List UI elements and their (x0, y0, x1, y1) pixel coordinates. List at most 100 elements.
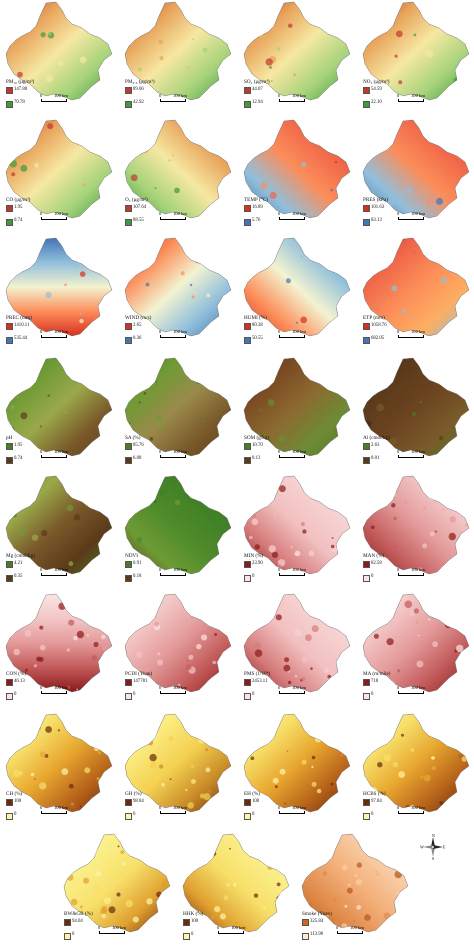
legend-low-swatch (363, 457, 370, 464)
province-map (5, 713, 113, 813)
map-legend (244, 799, 251, 820)
map-speckle (97, 723, 100, 726)
province-shape (243, 713, 351, 813)
map-speckle (168, 159, 171, 162)
map-legend (363, 799, 370, 820)
scale-zero-label: 0 (397, 567, 400, 572)
map-speckle (463, 623, 469, 630)
map-speckle (416, 660, 424, 668)
legend-min-value: 0 (371, 574, 374, 579)
map-speckle (253, 642, 261, 650)
legend-low-swatch (6, 457, 13, 464)
map-speckle (79, 56, 87, 64)
map-title: WIND (m/s) (125, 315, 152, 321)
map-speckle (313, 19, 321, 26)
legend-min-value: 70.78 (14, 100, 25, 105)
legend-low-swatch (125, 457, 132, 464)
map-speckle (66, 504, 74, 512)
province-shape (243, 475, 351, 575)
map-speckle (379, 37, 383, 41)
map-speckle (448, 532, 456, 541)
map-speckle (187, 66, 190, 69)
map-speckle (334, 921, 340, 926)
scale-bar: 0 100 km (397, 93, 437, 107)
map-speckle (294, 550, 301, 557)
map-speckle (354, 874, 358, 878)
map-speckle (187, 802, 194, 809)
map-speckle (130, 174, 138, 182)
legend-min-value: 0.18 (133, 574, 142, 579)
map-speckle (395, 643, 398, 646)
map-panel: SOM (g/kg) 10.70 0.13 0 100 km (238, 356, 356, 472)
map-title: Al (cmol/kg) (363, 435, 390, 441)
map-speckle (168, 735, 174, 741)
legend-low-swatch (125, 575, 132, 582)
legend-high-swatch (6, 205, 13, 212)
legend-high-swatch (244, 679, 251, 686)
map-speckle (391, 285, 398, 292)
map-speckle (374, 870, 378, 873)
map-speckle (373, 490, 381, 498)
map-speckle (41, 529, 48, 537)
scale-line (337, 931, 363, 934)
map-speckle (29, 324, 36, 331)
legend-low-swatch (6, 101, 13, 108)
map-speckle (221, 565, 223, 568)
legend-high-swatch (244, 443, 251, 450)
map-speckle (268, 399, 275, 406)
scale-distance-label: 100 km (173, 567, 187, 572)
province-map (5, 357, 113, 457)
map-speckle (47, 123, 54, 130)
map-panel: Mg (cmol/kg) 4.21 0.35 0 100 km (0, 474, 118, 590)
map-legend (125, 87, 132, 108)
map-panel: SA (%) 85.76 6.08 0 100 km (119, 356, 237, 472)
map-speckle (31, 534, 39, 541)
map-speckle (156, 778, 158, 780)
map-speckle (261, 399, 264, 402)
legend-max-value: 107.64 (133, 205, 147, 210)
map-speckle (250, 602, 254, 605)
map-speckle (153, 682, 156, 686)
map-speckle (136, 536, 143, 543)
map-speckle (310, 667, 313, 670)
map-speckle (294, 628, 302, 637)
map-speckle (159, 56, 164, 61)
scale-distance-label: 100 km (173, 93, 187, 98)
map-speckle (387, 922, 395, 930)
map-legend (302, 919, 309, 940)
map-speckle (323, 494, 327, 497)
map-title: PM₂.₅ (μg/m³) (125, 79, 155, 85)
scale-distance-label: 100 km (411, 329, 425, 334)
scale-distance-label: 100 km (173, 685, 187, 690)
province-shape (5, 713, 113, 813)
map-speckle (300, 255, 303, 258)
scale-distance-label: 100 km (350, 925, 364, 930)
map-speckle (334, 730, 342, 737)
map-speckle (259, 408, 263, 412)
scale-line (41, 573, 67, 576)
map-legend (6, 561, 13, 582)
map-speckle (218, 665, 227, 673)
map-speckle (147, 254, 150, 257)
legend-min-value: 6.08 (133, 456, 142, 461)
legend-max-value: 100 (14, 799, 22, 804)
map-speckle (45, 291, 52, 299)
map-speckle (459, 299, 465, 305)
map-speckle (432, 641, 438, 648)
map-speckle (420, 775, 424, 779)
legend-low-swatch (6, 693, 13, 700)
legend-max-value: 1.95 (14, 205, 23, 210)
map-speckle (45, 408, 48, 412)
map-panel: MAN (%) 82.58 0 0 100 km (357, 474, 474, 590)
map-speckle (18, 770, 24, 776)
province-shape (124, 713, 232, 813)
map-legend (183, 919, 190, 940)
map-speckle (12, 512, 17, 518)
map-speckle (47, 32, 55, 39)
map-speckle (376, 733, 380, 736)
scale-line (279, 217, 305, 220)
map-speckle (141, 146, 149, 154)
province-map (362, 237, 470, 337)
map-speckle (190, 779, 196, 784)
map-legend (64, 919, 71, 940)
